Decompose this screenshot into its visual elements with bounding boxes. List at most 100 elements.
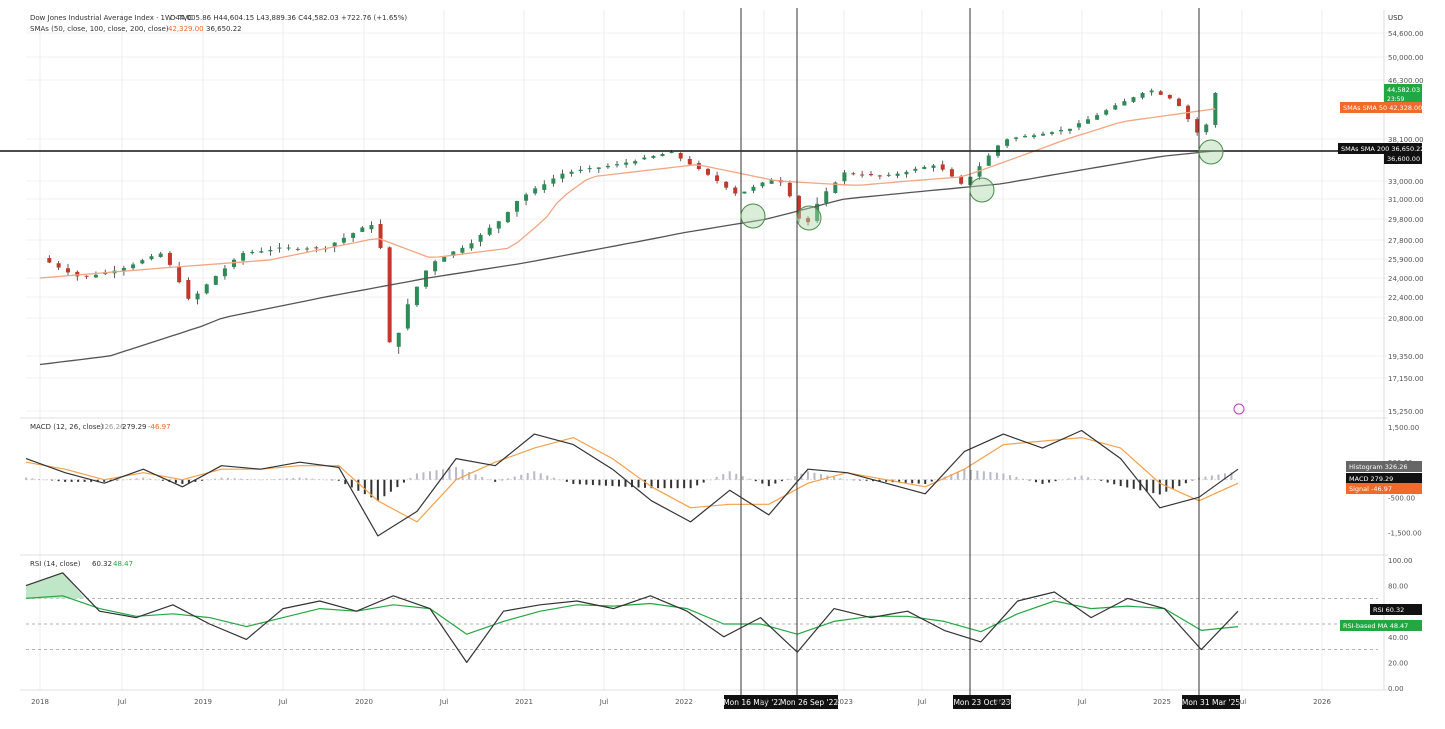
histogram-bar <box>1126 479 1129 488</box>
histogram-bar <box>1106 479 1109 483</box>
histogram-bar <box>683 479 686 489</box>
candle <box>1104 108 1109 116</box>
candle <box>533 185 538 196</box>
candle <box>895 171 900 179</box>
candle <box>949 167 954 177</box>
histogram-bar <box>1021 478 1024 480</box>
candle <box>587 165 592 173</box>
histogram-bar <box>787 478 790 480</box>
histogram-bar <box>409 477 412 480</box>
histogram-bar <box>989 472 992 480</box>
sma-50-line <box>39 108 1216 279</box>
currency-label: USD <box>1388 14 1403 22</box>
histogram-bar <box>565 479 568 482</box>
candle <box>1058 126 1063 135</box>
candle <box>796 194 801 223</box>
histogram-bar <box>546 475 549 480</box>
rsi-y-tick-label: 80.00 <box>1388 583 1408 591</box>
candle <box>687 155 692 166</box>
candle <box>250 249 255 255</box>
histogram-bar <box>846 479 849 481</box>
histogram-bar <box>487 479 490 480</box>
histogram-bar <box>898 479 901 483</box>
histogram-bar <box>657 479 660 489</box>
histogram-bar <box>116 479 119 481</box>
histogram-bar <box>598 479 601 486</box>
histogram-bar <box>748 478 751 480</box>
candle <box>56 261 61 271</box>
histogram-bar <box>585 479 588 485</box>
macd-y-tick-label: 1,500.00 <box>1388 424 1419 432</box>
histogram-bar <box>240 478 243 480</box>
rsi-panel[interactable] <box>25 572 1378 663</box>
price-scale-label: MACD 279.29 <box>1346 473 1422 484</box>
histogram-bar <box>963 469 966 480</box>
histogram-bar <box>285 478 288 480</box>
sma-legend-value-1: 42,329.00 <box>168 25 204 33</box>
price-scale-label: RSI-based MA 48.47 <box>1340 620 1422 631</box>
y-tick-label: 27,800.00 <box>1388 237 1424 245</box>
histogram-bar <box>298 477 301 480</box>
candle <box>341 233 346 246</box>
histogram-bar <box>539 473 542 480</box>
histogram-bar <box>839 478 842 480</box>
candle <box>149 253 154 261</box>
candle <box>1149 88 1154 96</box>
candle <box>569 169 574 177</box>
histogram-bar <box>513 476 516 480</box>
sma-legend-label: SMAs (50, close, 100, close, 200, close) <box>30 25 169 33</box>
histogram-bar <box>357 479 360 491</box>
histogram-bar <box>64 479 67 482</box>
macd-legend-value-2: 279.29 <box>122 423 147 431</box>
candle <box>424 270 429 289</box>
histogram-bar <box>194 479 197 482</box>
svg-text:RSI-based MA 48.47: RSI-based MA 48.47 <box>1343 622 1408 630</box>
macd-panel[interactable] <box>25 429 1239 537</box>
candle <box>1140 92 1145 100</box>
histogram-bar <box>696 479 699 486</box>
candle <box>1167 94 1172 100</box>
sma-legend-value-2: 36,650.22 <box>206 25 242 33</box>
histogram-bar <box>77 479 80 482</box>
histogram-bar <box>780 479 783 482</box>
histogram-bar <box>253 479 256 480</box>
event-date-label: Mon 23 Oct '23 <box>953 698 1010 707</box>
candle <box>177 261 182 284</box>
alert-icon[interactable] <box>1233 403 1245 415</box>
candle <box>877 174 882 180</box>
histogram-bar <box>611 479 614 487</box>
x-tick-label: Jul <box>278 698 288 706</box>
svg-text:Signal -46.97: Signal -46.97 <box>1349 485 1392 493</box>
candle <box>204 283 209 295</box>
candle <box>860 170 865 178</box>
histogram-bar <box>474 474 477 480</box>
candle <box>295 247 300 252</box>
histogram-bar <box>1093 479 1096 480</box>
histogram-bar <box>702 479 705 483</box>
macd-title: MACD (12, 26, close) <box>30 423 104 431</box>
candle <box>542 180 547 193</box>
histogram-bar <box>995 472 998 480</box>
candle <box>922 165 927 170</box>
histogram-bar <box>442 469 445 480</box>
candle <box>715 171 720 184</box>
histogram-bar <box>96 479 99 482</box>
histogram-bar <box>148 478 151 480</box>
candle <box>615 160 620 168</box>
price-panel[interactable] <box>0 88 1348 366</box>
histogram-bar <box>976 470 979 480</box>
histogram-bar <box>767 479 770 487</box>
histogram-bar <box>813 472 816 480</box>
histogram-bar <box>741 476 744 480</box>
histogram-bar <box>155 479 158 481</box>
event-date-label: Mon 26 Sep '22 <box>780 698 838 707</box>
histogram-bar <box>930 479 933 482</box>
macd-legend-value-3: -46.97 <box>148 423 171 431</box>
histogram-bar <box>956 471 959 480</box>
histogram-bar <box>1067 478 1070 480</box>
candle <box>268 246 273 256</box>
candle <box>47 255 52 264</box>
candle <box>378 219 383 250</box>
x-tick-label: Jul <box>1237 698 1247 706</box>
